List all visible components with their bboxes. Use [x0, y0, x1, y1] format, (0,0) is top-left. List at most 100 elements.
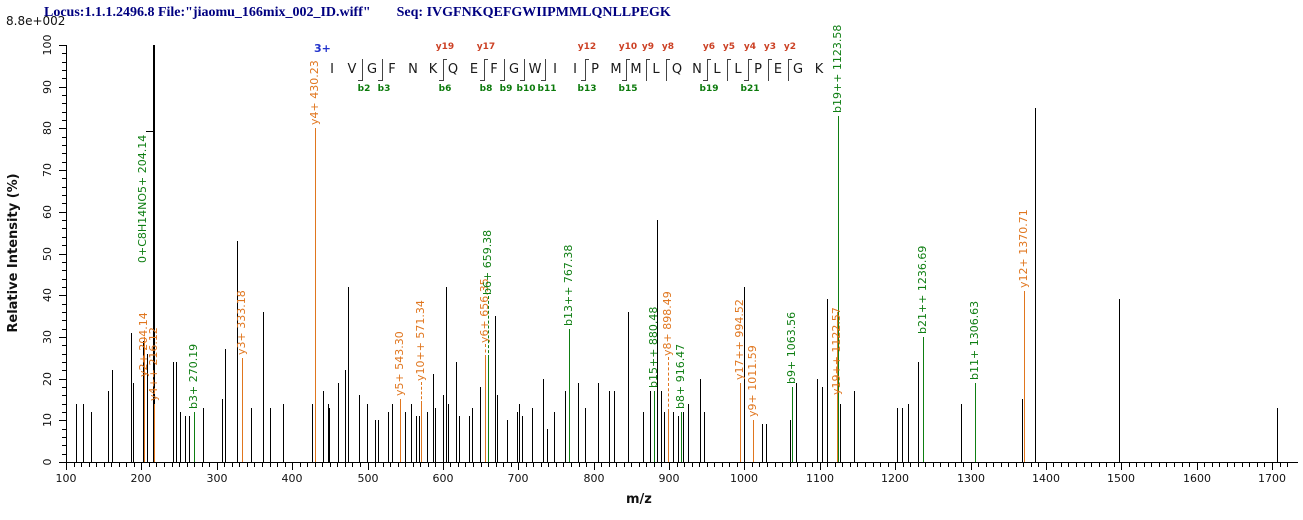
peak-label: y9+ 1011.59: [746, 345, 759, 417]
x-axis-tick: [601, 463, 602, 467]
x-axis-tick: [1159, 463, 1160, 467]
b-ion-marker: b2: [357, 84, 371, 94]
x-axis-tick: [1016, 463, 1017, 467]
mz-peak: [565, 391, 566, 462]
x-axis-tick: [759, 463, 760, 467]
fragment-divider: [443, 59, 444, 81]
y-axis-tick: [59, 337, 66, 338]
b-ion-marker: b10: [516, 84, 536, 94]
mz-peak: [91, 412, 92, 462]
b-fragment-foot: [358, 80, 362, 81]
mz-peak: [744, 287, 745, 462]
x-axis-tick: [971, 463, 972, 470]
y-axis-tick: [62, 445, 66, 446]
y-axis-tick: [62, 78, 66, 79]
residue-letter: F: [490, 62, 498, 77]
mz-peak: [189, 416, 190, 462]
y-ion-marker: y17: [476, 42, 496, 52]
peak-label: b13++ 767.38: [562, 244, 575, 326]
x-axis-tick: [330, 463, 331, 467]
x-axis-tick: [812, 463, 813, 467]
label-leader-line: [488, 296, 489, 358]
x-axis-tick: [1084, 463, 1085, 467]
mz-peak: [902, 408, 903, 462]
x-axis-tick: [405, 463, 406, 467]
mz-peak: [657, 220, 658, 462]
x-axis-tick: [842, 463, 843, 467]
y-ion-peak: [740, 383, 741, 462]
y-axis-tick: [59, 254, 66, 255]
sequence-label: Seq: IVGFNKQEFGWIIPMMLQNLLPEGK: [396, 5, 671, 20]
mz-peak: [312, 404, 313, 462]
peak-label: y3+ 333.18: [235, 290, 248, 355]
x-axis-tick: [1114, 463, 1115, 467]
b-fragment-foot: [581, 80, 585, 81]
x-axis-tick: [684, 463, 685, 467]
x-axis-tick: [209, 463, 210, 467]
x-axis-tick: [1106, 463, 1107, 467]
y-ion-peak: [315, 128, 316, 462]
residue-letter: I: [573, 62, 577, 77]
x-axis-tick: [1249, 463, 1250, 467]
x-axis-tick: [933, 463, 934, 467]
x-axis-tick: [624, 463, 625, 467]
mz-peak: [143, 341, 144, 462]
x-axis-tick: [149, 463, 150, 467]
x-axis-tick: [262, 463, 263, 467]
mz-peak: [1022, 399, 1023, 462]
y-axis-tick-label: 100: [41, 34, 54, 56]
mz-peak: [435, 408, 436, 462]
y-axis-tick: [62, 304, 66, 305]
x-axis-tick: [646, 463, 647, 467]
y-axis-tick-label: 50: [41, 247, 54, 261]
mz-peak: [688, 404, 689, 462]
fragment-divider: [788, 59, 789, 81]
x-axis-tick: [1053, 463, 1054, 467]
y-fragment-foot: [666, 59, 670, 60]
b-ion-peak: [681, 412, 682, 462]
peak-label: b8+ 916.47: [674, 343, 687, 409]
x-axis-tick: [978, 463, 979, 467]
x-axis-tick: [1038, 463, 1039, 467]
x-axis-tick: [239, 463, 240, 467]
fragment-divider: [666, 59, 667, 81]
mz-peak: [497, 395, 498, 462]
x-axis-tick: [1001, 463, 1002, 467]
y-axis-line: [66, 45, 67, 462]
x-axis-tick: [955, 463, 956, 467]
x-axis-tick: [548, 463, 549, 467]
x-axis-tick: [1151, 463, 1152, 467]
y-axis-tick: [62, 412, 66, 413]
mz-peak: [908, 404, 909, 462]
x-axis-tick: [104, 463, 105, 467]
mz-peak: [427, 412, 428, 462]
y-axis-tick: [62, 228, 66, 229]
x-axis-tick: [925, 463, 926, 467]
fragment-divider: [707, 59, 708, 81]
y-axis-tick: [59, 87, 66, 88]
x-axis-tick: [435, 463, 436, 467]
y-axis-tick: [59, 128, 66, 129]
y-axis-tick: [62, 279, 66, 280]
x-axis-tick: [707, 463, 708, 467]
y-axis-tick-label: 80: [41, 121, 54, 135]
y-axis-tick: [59, 462, 66, 463]
y-axis-tick-label: 20: [41, 372, 54, 386]
fragment-divider: [524, 59, 525, 81]
x-axis-tick: [857, 463, 858, 467]
peak-label: b21++ 1236.69: [916, 245, 929, 334]
mz-peak: [517, 412, 518, 462]
y-ion-peak: [242, 358, 243, 462]
x-axis-tick: [164, 463, 165, 467]
y-axis-tick: [62, 237, 66, 238]
mz-peak: [547, 429, 548, 462]
x-axis-tick: [571, 463, 572, 467]
fragment-divider: [382, 59, 383, 81]
x-axis-tick: [360, 463, 361, 467]
mz-peak: [419, 416, 420, 462]
precursor-charge-label: 3+: [314, 42, 331, 55]
header-line: Locus:1.1.1.2496.8 File:"jiaomu_166mix_0…: [44, 5, 671, 21]
b-ion-marker: b19: [699, 84, 719, 94]
x-axis-tick: [368, 463, 369, 470]
x-axis-tick-label: 900: [658, 472, 680, 485]
